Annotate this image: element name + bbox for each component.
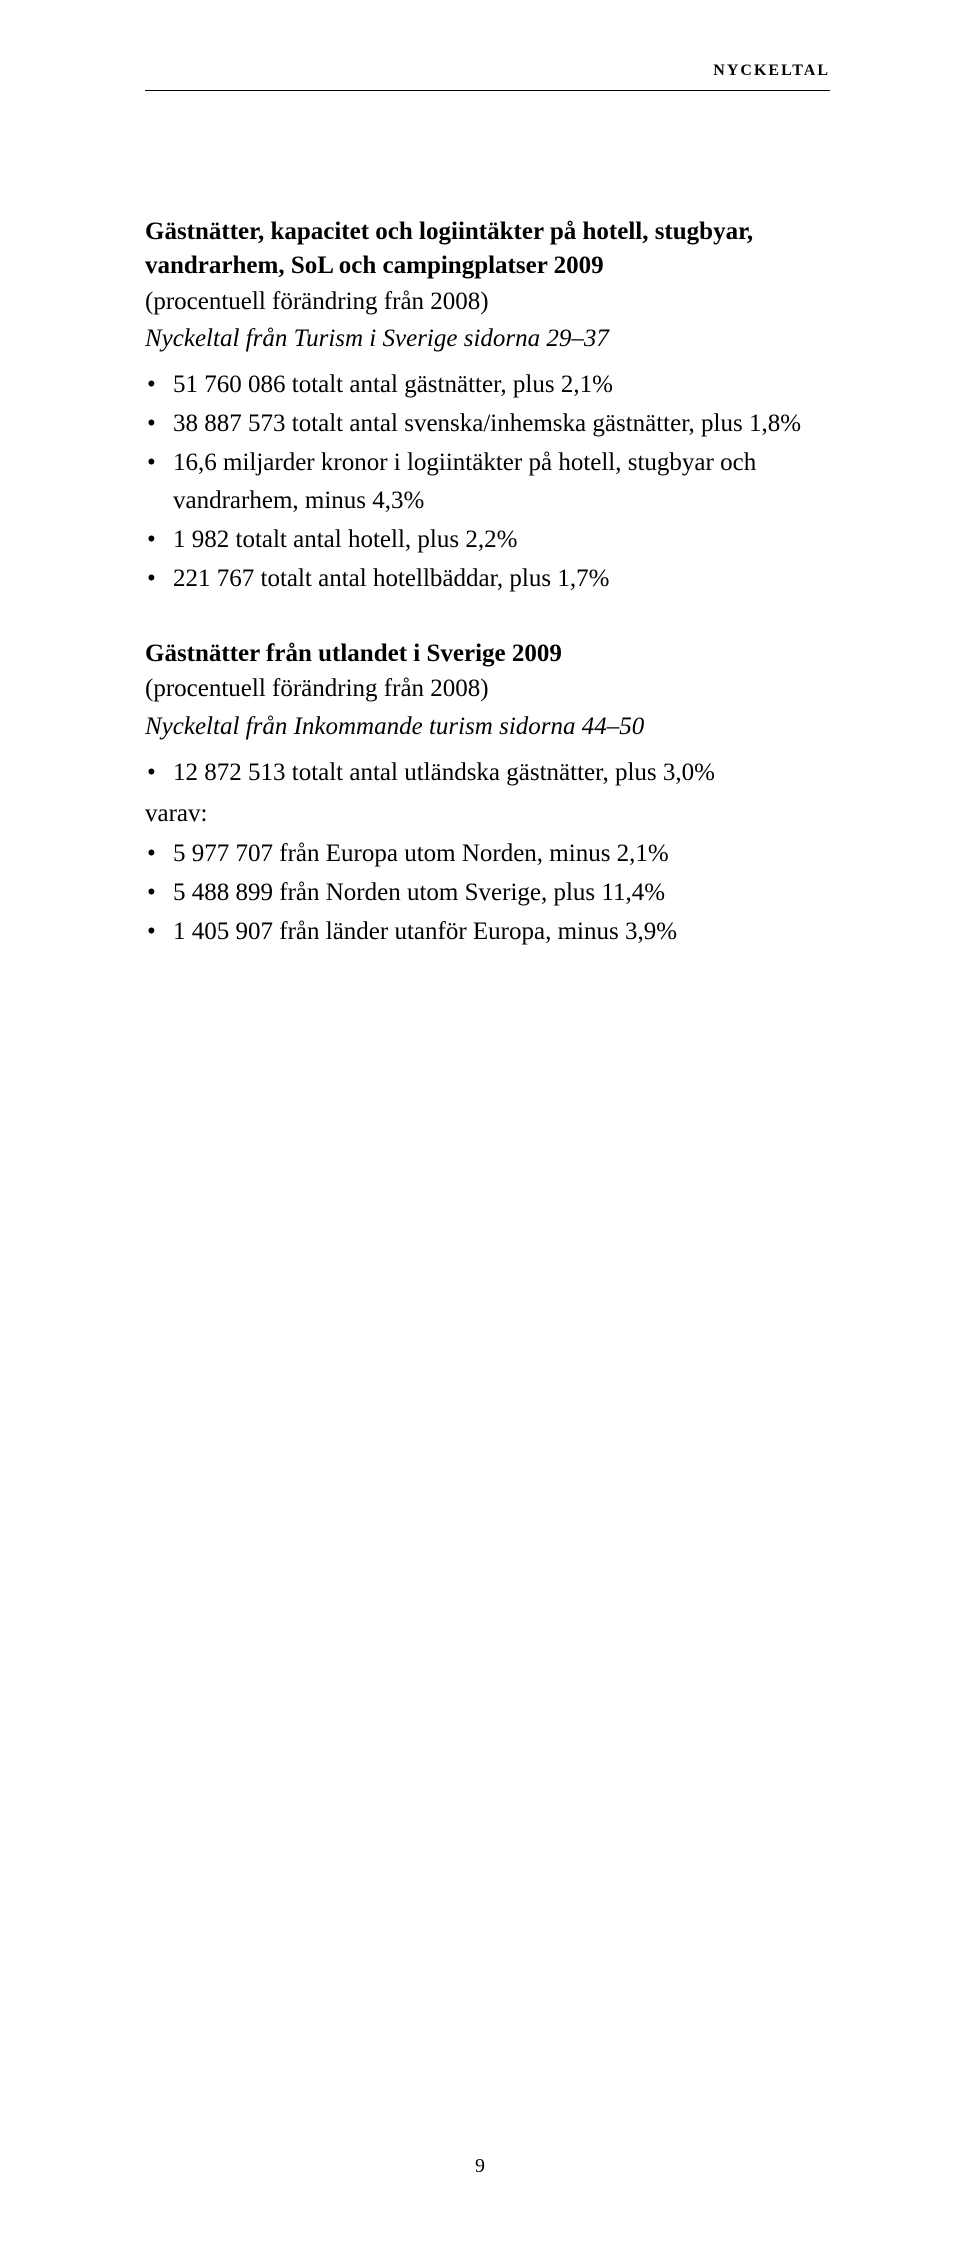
list-item: 5 977 707 från Europa utom Norden, minus… <box>145 835 830 874</box>
section1-subtitle: (procentuell förändring från 2008) <box>145 285 830 319</box>
section2-subtitle: (procentuell förändring från 2008) <box>145 672 830 706</box>
section1-title: Gästnätter, kapacitet och logiintäkter p… <box>145 215 830 283</box>
list-item: 51 760 086 totalt antal gästnätter, plus… <box>145 366 830 405</box>
varav-label: varav: <box>145 795 830 834</box>
page-number: 9 <box>0 2155 960 2178</box>
list-item: 1 405 907 från länder utanför Europa, mi… <box>145 913 830 952</box>
section1-list: 51 760 086 totalt antal gästnätter, plus… <box>145 366 830 599</box>
list-item: 221 767 totalt antal hotellbäddar, plus … <box>145 560 830 599</box>
section2-list-before: 12 872 513 totalt antal utländska gästnä… <box>145 754 830 793</box>
list-item: 5 488 899 från Norden utom Sverige, plus… <box>145 874 830 913</box>
content: Gästnätter, kapacitet och logiintäkter p… <box>145 70 830 952</box>
header-rule <box>145 90 830 91</box>
list-item: 38 887 573 totalt antal svenska/inhemska… <box>145 405 830 444</box>
section2-source: Nyckeltal från Inkommande turism sidorna… <box>145 710 830 744</box>
list-item: 16,6 miljarder kronor i logiintäkter på … <box>145 444 830 522</box>
header-label: NYCKELTAL <box>713 62 830 80</box>
section2-list-after: 5 977 707 från Europa utom Norden, minus… <box>145 835 830 951</box>
list-item: 12 872 513 totalt antal utländska gästnä… <box>145 754 830 793</box>
section2-title: Gästnätter från utlandet i Sverige 2009 <box>145 637 830 671</box>
section1-source: Nyckeltal från Turism i Sverige sidorna … <box>145 322 830 356</box>
page-container: Gästnätter, kapacitet och logiintäkter p… <box>0 0 960 952</box>
list-item: 1 982 totalt antal hotell, plus 2,2% <box>145 521 830 560</box>
